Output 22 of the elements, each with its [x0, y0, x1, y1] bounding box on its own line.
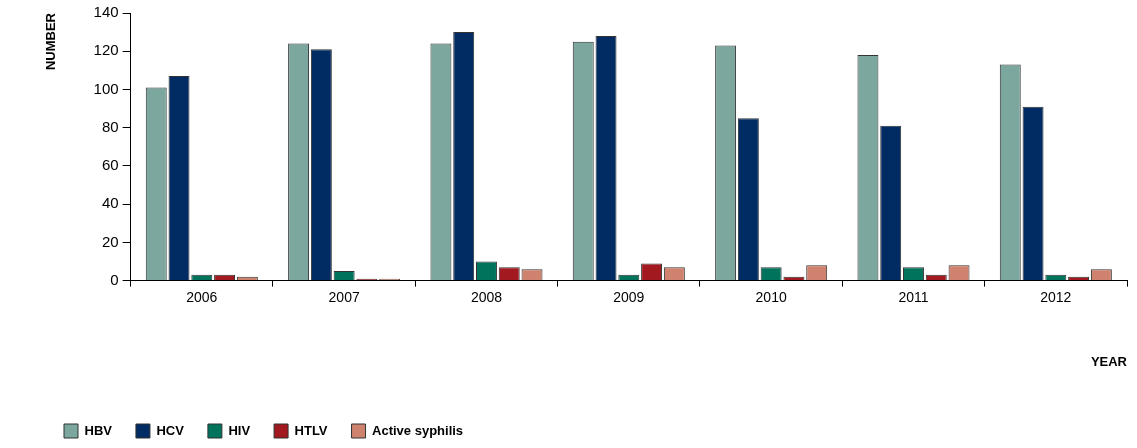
x-tick-label: 2007 — [328, 288, 360, 305]
x-tick-label: 2010 — [755, 288, 787, 305]
x-tick-label: 2009 — [613, 288, 645, 305]
x-tick-label: 2008 — [470, 288, 503, 305]
y-tick-label: 40 — [101, 194, 119, 212]
y-tick-label: 80 — [101, 117, 119, 135]
y-tick-label: 20 — [101, 232, 119, 250]
y-tick-label: 140 — [93, 3, 119, 21]
legend-label: HCV — [156, 422, 185, 438]
x-axis-title: YEAR — [1090, 353, 1128, 369]
y-tick-label: 0 — [110, 270, 119, 288]
x-tick-label: 2012 — [1040, 288, 1072, 305]
x-tick-label: 2006 — [186, 288, 218, 305]
legend-label: HTLV — [294, 422, 328, 438]
y-tick-label: 60 — [101, 156, 119, 174]
y-tick-label: 100 — [93, 79, 119, 97]
x-tick-label: 2011 — [898, 288, 929, 305]
legend-label: HIV — [228, 422, 251, 438]
legend-label: HBV — [84, 422, 113, 438]
y-tick-label: 120 — [93, 41, 119, 59]
legend-label: Active syphilis — [372, 422, 464, 438]
y-axis-title: NUMBER — [43, 12, 59, 71]
